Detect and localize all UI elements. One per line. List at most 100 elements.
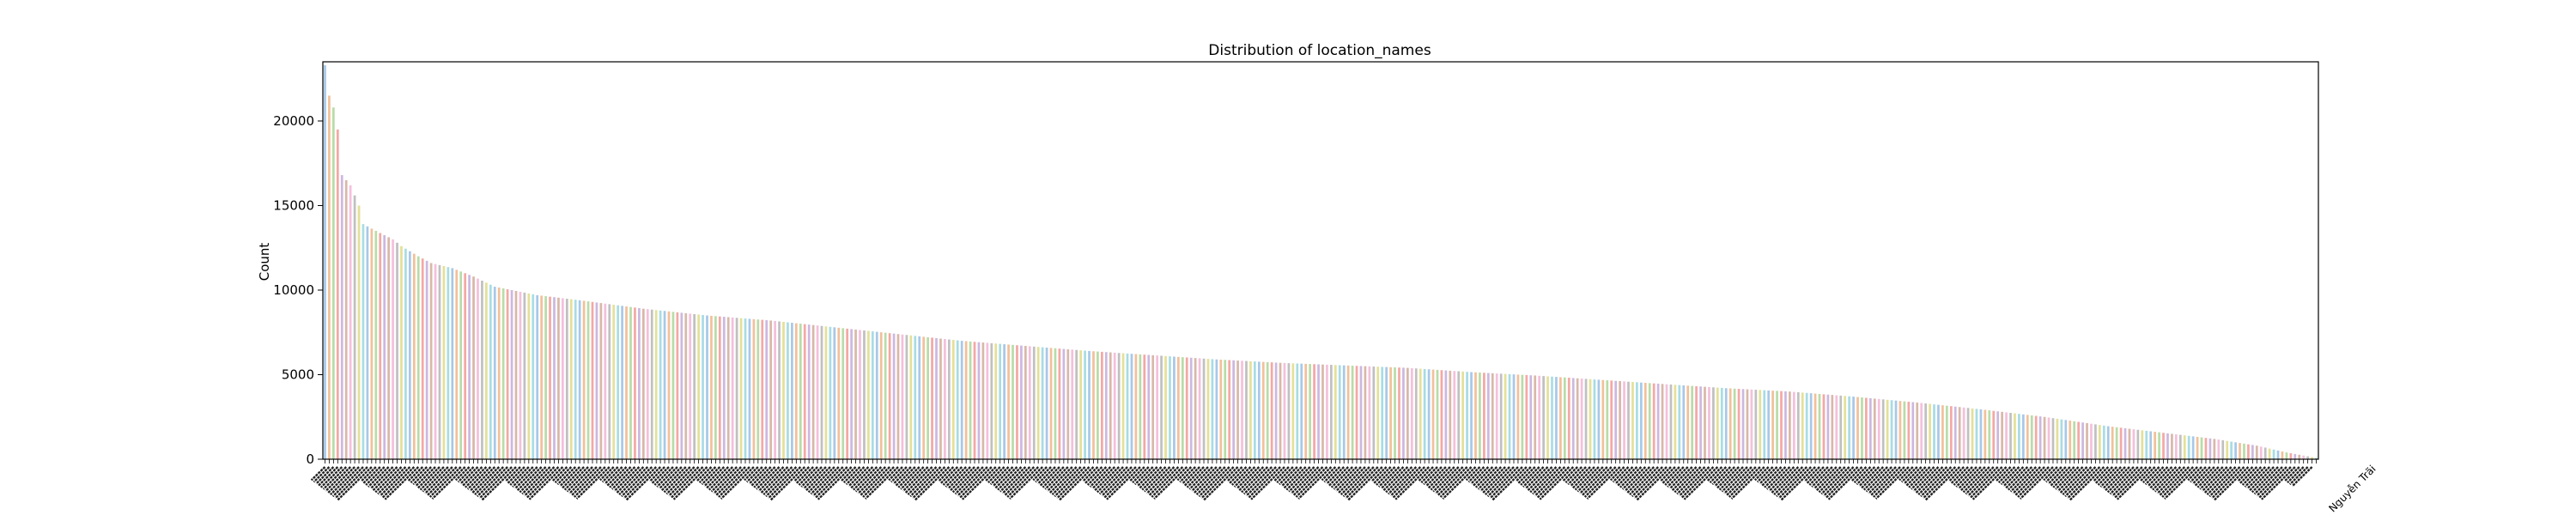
bar [2009, 413, 2012, 459]
x-tick-label-mark [1522, 466, 1545, 488]
bar [2119, 427, 2123, 459]
x-tick-label-mark [2109, 466, 2139, 495]
x-tick-label-mark [1338, 466, 1366, 494]
bar [1789, 391, 1791, 459]
bar [1368, 366, 1371, 459]
x-tick-label-mark [1144, 466, 1171, 493]
bar [1907, 402, 1911, 459]
x-tick-label-mark [1777, 466, 1812, 500]
bar [1176, 356, 1180, 459]
bar [1809, 393, 1813, 459]
x-tick-label-mark [1035, 466, 1052, 483]
x-tick-label-mark [1394, 466, 1430, 500]
bar [1865, 397, 1868, 459]
bar [909, 335, 913, 459]
bar [1890, 400, 1893, 459]
bar [481, 280, 483, 459]
x-tick-label-mark [1912, 466, 1940, 492]
x-tick-label-mark [457, 466, 475, 483]
x-tick-label-mark [1470, 466, 1490, 485]
x-tick-label-mark [1191, 466, 1218, 492]
x-tick-label-mark [912, 466, 946, 500]
bar [2166, 433, 2169, 459]
x-tick-label-mark [2164, 466, 2198, 500]
x-tick-label-mark [2261, 466, 2296, 500]
x-tick-label-mark [2253, 466, 2283, 495]
bar [1529, 375, 1533, 459]
bar [761, 319, 764, 459]
x-tick-label-mark [2187, 466, 2202, 482]
bar [1479, 373, 1481, 459]
x-tick-label-mark [1084, 466, 1103, 484]
bar [324, 64, 326, 459]
bar [1822, 394, 1826, 459]
x-tick-label-mark [481, 466, 517, 501]
x-tick-label-mark [1811, 466, 1833, 488]
bar [1121, 353, 1125, 459]
x-tick-label-mark [1683, 466, 1719, 500]
x-tick-label-mark [1536, 466, 1571, 499]
bar [2259, 446, 2263, 459]
x-tick-label-mark [2019, 466, 2054, 500]
x-tick-label-mark [798, 466, 818, 486]
x-tick-label-mark [1141, 466, 1167, 491]
bar [914, 336, 917, 459]
bar [850, 329, 853, 459]
x-tick-label-mark [1716, 466, 1740, 489]
x-tick-label-mark [566, 466, 593, 493]
bar [2136, 429, 2140, 459]
x-tick-label-mark [1858, 466, 1880, 488]
bar [1559, 377, 1562, 459]
x-tick-label-mark [1524, 466, 1549, 490]
bar [1326, 364, 1328, 459]
x-tick-label-mark [1430, 466, 1455, 491]
bar [425, 260, 428, 459]
bar [769, 320, 773, 459]
bar [1665, 384, 1668, 459]
bar [2073, 421, 2076, 459]
x-tick-label-mark [817, 466, 853, 500]
bar [641, 308, 645, 459]
x-tick-label-mark [1047, 466, 1073, 492]
x-tick-label-mark [2196, 466, 2220, 488]
x-tick-label-mark [1958, 466, 1982, 490]
x-tick-label-mark [1132, 466, 1150, 484]
x-tick-label-mark [606, 466, 628, 487]
bar [2158, 432, 2160, 459]
x-tick-label-mark [1236, 466, 1261, 490]
x-tick-label-mark [1659, 466, 1676, 482]
bar [1466, 372, 1468, 459]
bar [973, 342, 976, 459]
bar [1016, 345, 1018, 459]
x-tick-label-mark [365, 466, 386, 486]
x-tick-label-mark [1808, 466, 1829, 486]
x-tick-label-mark [1815, 466, 1842, 492]
x-tick-label-mark [1803, 466, 1820, 482]
x-tick-label-mark [1036, 466, 1056, 485]
x-tick-label-mark [1380, 466, 1405, 490]
bar [1695, 385, 1698, 459]
bar [455, 270, 459, 459]
x-tick-label-mark [1771, 466, 1800, 494]
bar [1453, 371, 1456, 459]
x-tick-label-mark [1323, 466, 1341, 483]
x-tick-label-mark [1345, 466, 1379, 500]
bar [1861, 397, 1863, 459]
bar [412, 253, 416, 459]
bar [1398, 367, 1400, 459]
bar [1024, 346, 1027, 459]
bar [638, 308, 641, 459]
x-tick-label-mark [2043, 466, 2058, 482]
bar [956, 340, 959, 459]
bar [1886, 399, 1889, 459]
bar [2239, 443, 2241, 459]
x-tick-label-mark [1667, 466, 1689, 488]
bar [1211, 359, 1214, 459]
bar [1126, 353, 1129, 459]
x-tick-label-mark [1586, 466, 1621, 500]
bar [416, 256, 420, 459]
x-tick-label-mark [992, 466, 1014, 488]
bar [1911, 402, 1915, 459]
bar [506, 288, 509, 459]
x-tick-label-mark [1091, 466, 1116, 490]
